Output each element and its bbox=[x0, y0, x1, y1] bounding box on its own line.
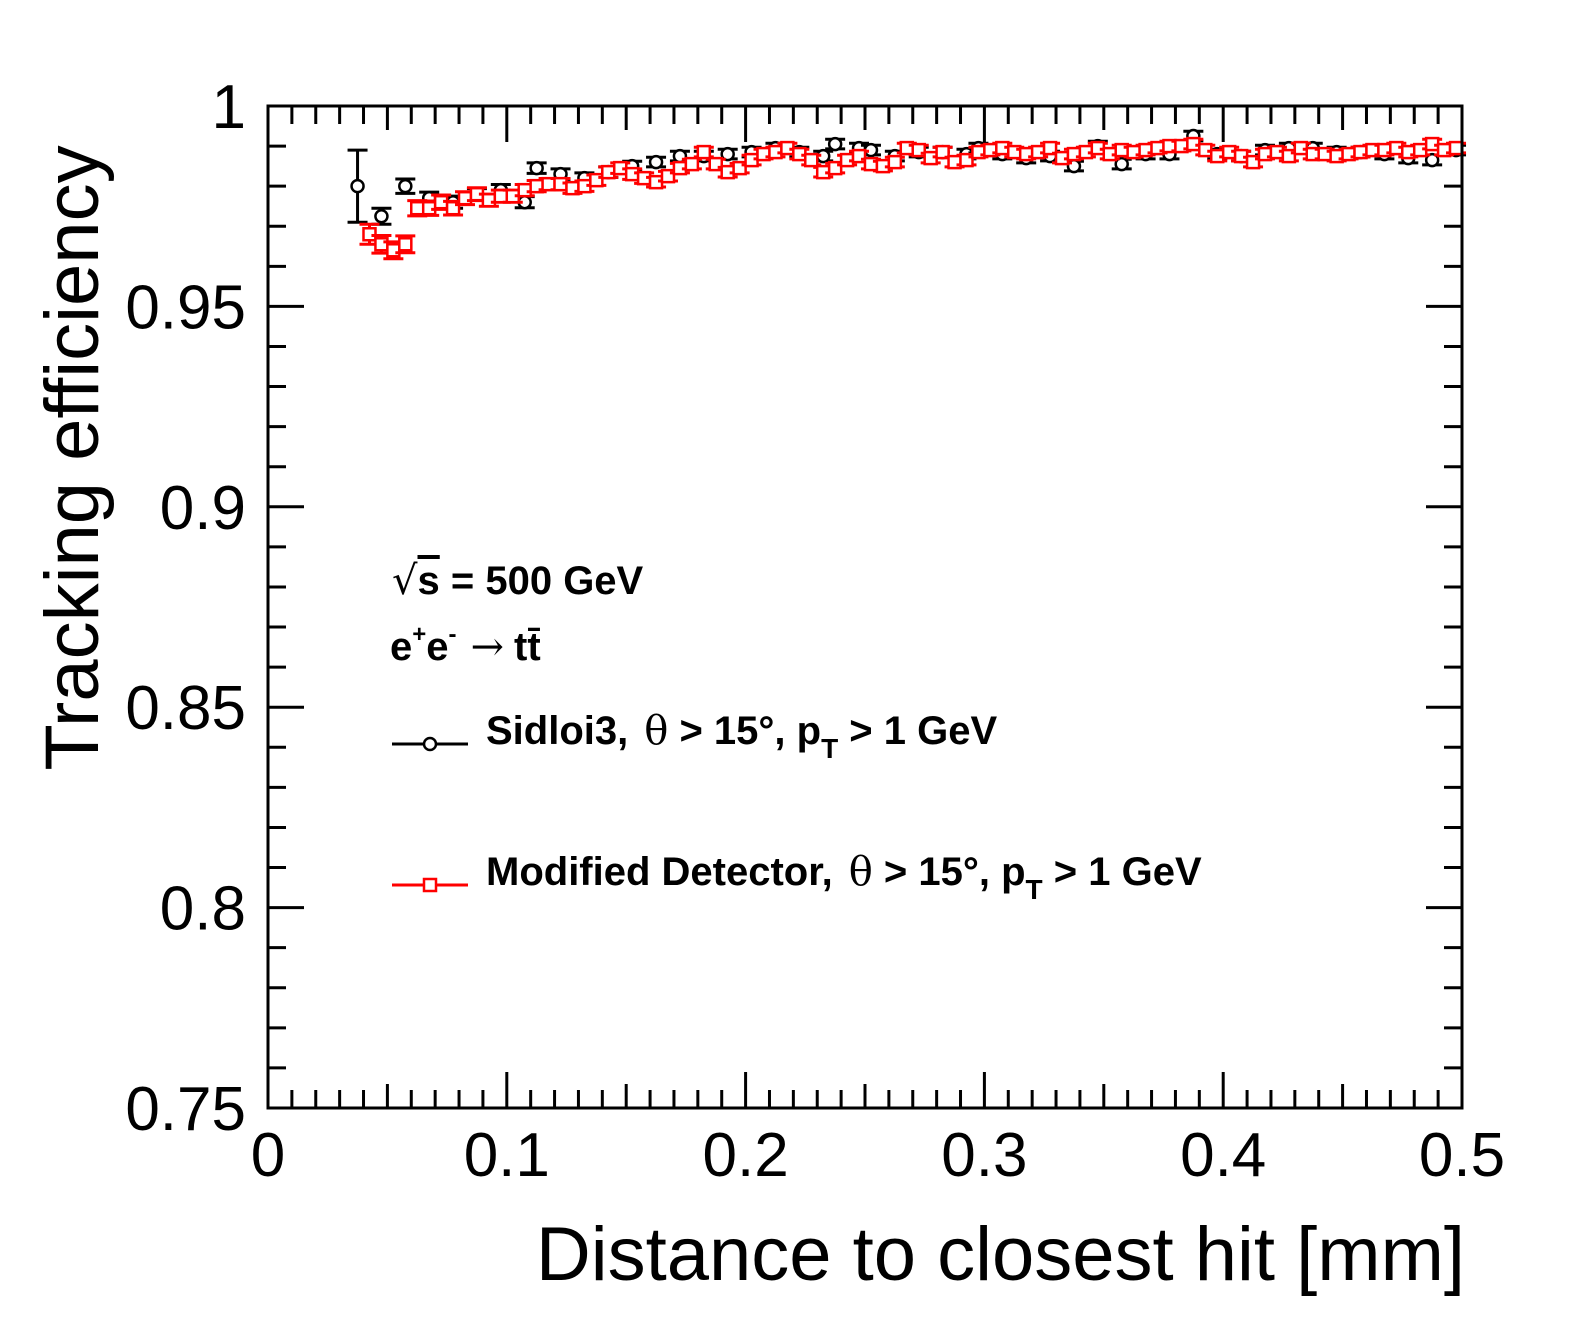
data-point bbox=[827, 136, 843, 152]
y-axis-title: Tracking efficiency bbox=[30, 145, 115, 770]
x-tick-label: 0.1 bbox=[464, 1121, 550, 1190]
data-point bbox=[398, 178, 413, 194]
legend-entry-modified-detector: Modified Detector, θ > 15°, pT > 1 GeV bbox=[392, 849, 1202, 905]
axis-ticks bbox=[266, 104, 1464, 1110]
data-point bbox=[1424, 152, 1440, 168]
process-minus: - bbox=[449, 621, 457, 648]
data-point bbox=[517, 182, 532, 198]
process-plus: + bbox=[412, 621, 426, 648]
y-tick-label: 0.95 bbox=[125, 273, 246, 342]
data-point bbox=[481, 192, 497, 208]
data-point bbox=[386, 243, 401, 258]
energy-annotation: √s = 500 GeV bbox=[392, 558, 644, 604]
data-point bbox=[887, 154, 903, 170]
legend-label-modified-detector: Modified Detector, θ > 15°, pT > 1 GeV bbox=[486, 849, 1202, 905]
legend-label-sidloi3: Sidloi3, θ > 15°, pT > 1 GeV bbox=[486, 708, 997, 764]
data-point bbox=[1114, 156, 1129, 172]
data-point bbox=[684, 156, 700, 172]
data-point bbox=[529, 160, 544, 176]
legend-modified-tail: > 1 GeV bbox=[1043, 850, 1202, 894]
x-tick-label: 0.4 bbox=[1180, 1121, 1266, 1190]
y-tick-label: 0.85 bbox=[125, 674, 246, 743]
legend-sidloi3-tail: > 1 GeV bbox=[838, 709, 997, 753]
sqrt-symbol: √ bbox=[392, 558, 418, 604]
data-point bbox=[804, 152, 819, 168]
data-point bbox=[374, 237, 389, 252]
x-tick-label: 0.2 bbox=[702, 1121, 788, 1190]
legend-sidloi3-name: Sidloi3, bbox=[486, 709, 628, 753]
process-e2: e bbox=[426, 625, 448, 669]
data-point bbox=[374, 208, 389, 224]
legend-sidloi3-cut: > 15°, p bbox=[668, 709, 821, 753]
legend-sidloi3-sub: T bbox=[821, 733, 838, 764]
legend-modified-theta: θ bbox=[849, 849, 873, 895]
data-point bbox=[350, 178, 365, 194]
legend-marker-sidloi3 bbox=[422, 736, 438, 752]
data-point bbox=[648, 154, 664, 170]
plot-frame bbox=[266, 104, 1464, 1110]
data-point bbox=[696, 144, 712, 160]
y-tick-label: 0.75 bbox=[125, 1075, 246, 1144]
y-tick-label: 1 bbox=[212, 73, 246, 142]
process-tt: tt̄ bbox=[514, 625, 541, 669]
energy-value: = 500 GeV bbox=[440, 559, 644, 603]
x-axis-title: Distance to closest hit [mm] bbox=[536, 1212, 1465, 1297]
data-point bbox=[1448, 140, 1464, 156]
x-tick-label: 0 bbox=[251, 1121, 285, 1190]
data-point bbox=[935, 144, 950, 160]
data-point bbox=[410, 200, 425, 216]
tick-labels: 0 0.1 0.2 0.3 0.4 0.5 0.75 0.8 0.85 0.9 0.95 1 bbox=[125, 73, 1505, 1190]
y-tick-label: 0.9 bbox=[160, 474, 246, 543]
x-tick-label: 0.3 bbox=[941, 1121, 1027, 1190]
legend: Sidloi3, θ > 15°, pT > 1 GeV Modified Det… bbox=[392, 708, 1202, 905]
legend-entry-sidloi3: Sidloi3, θ > 15°, pT > 1 GeV bbox=[392, 708, 997, 764]
data-point bbox=[457, 190, 473, 206]
process-arrow: → bbox=[471, 624, 505, 670]
series-modified-detector bbox=[359, 136, 1467, 261]
legend-modified-sub: T bbox=[1026, 874, 1043, 905]
process-annotation: e+e- → tt̄ bbox=[390, 621, 541, 670]
y-tick-label: 0.8 bbox=[160, 875, 246, 944]
legend-modified-name: Modified Detector, bbox=[486, 850, 833, 894]
data-point bbox=[493, 188, 509, 204]
legend-marker-modified-detector bbox=[422, 877, 438, 893]
data-point bbox=[720, 146, 735, 162]
data-point bbox=[398, 237, 413, 252]
legend-sidloi3-theta: θ bbox=[644, 708, 668, 754]
energy-s: s bbox=[418, 559, 440, 603]
data-point bbox=[1042, 140, 1058, 156]
x-tick-label: 0.5 bbox=[1419, 1121, 1505, 1190]
process-e1: e bbox=[390, 625, 412, 669]
legend-modified-cut: > 15°, p bbox=[873, 850, 1026, 894]
